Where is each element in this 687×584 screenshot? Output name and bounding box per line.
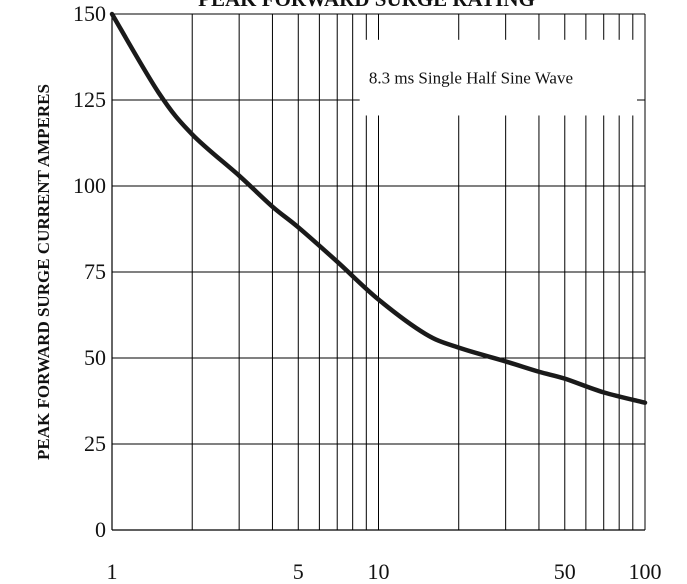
series-layer (109, 11, 648, 405)
y-tick-label: 125 (73, 87, 106, 112)
x-tick-label: 1 (107, 559, 118, 584)
y-tick-label: 50 (84, 345, 106, 370)
y-tick-label: 150 (73, 1, 106, 26)
y-axis-label: PEAK FORWARD SURGE CURRENT AMPERES (34, 84, 53, 460)
y-tick-label: 100 (73, 173, 106, 198)
x-tick-label: 100 (629, 559, 662, 584)
series-line (109, 11, 648, 405)
annotation-text: 8.3 ms Single Half Sine Wave (369, 69, 573, 88)
x-tick-label: 50 (554, 559, 576, 584)
y-tick-label: 75 (84, 259, 106, 284)
axes (111, 14, 646, 531)
y-tick-label: 0 (95, 517, 106, 542)
y-tick-labels: 0 25 50 75 100 125 150 (73, 1, 106, 542)
annotation-box: 8.3 ms Single Half Sine Wave (359, 39, 637, 116)
x-tick-label: 5 (293, 559, 304, 584)
chart-title: PEAK FORWARD SURGE RATING (198, 0, 535, 11)
y-tick-label: 25 (84, 431, 106, 456)
x-tick-labels: 1 5 10 50 100 (107, 559, 662, 584)
x-tick-label: 10 (368, 559, 390, 584)
